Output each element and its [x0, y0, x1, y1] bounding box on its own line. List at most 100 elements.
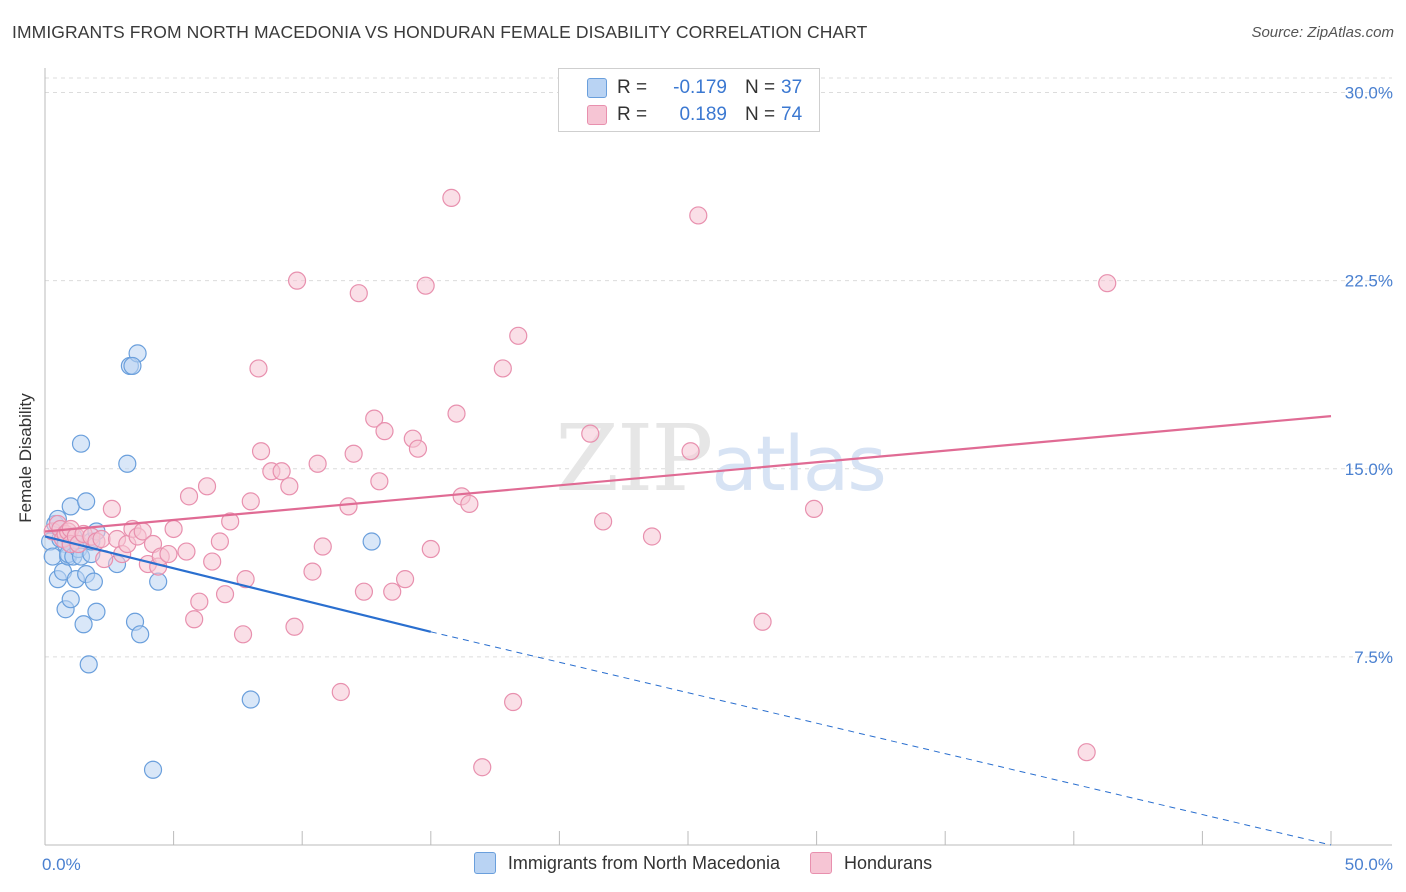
source-label: Source: ZipAtlas.com	[1251, 24, 1394, 41]
pink-point	[370, 472, 389, 491]
pink-point	[375, 422, 394, 441]
pink-point	[331, 682, 350, 702]
pink-point	[287, 271, 307, 290]
pink-point	[203, 552, 222, 571]
pink-point	[249, 359, 268, 378]
pink-point	[365, 409, 384, 428]
pink-trend-line	[44, 415, 1332, 533]
pink-point	[210, 532, 229, 551]
pink-point	[236, 570, 255, 589]
pink-point	[215, 585, 235, 604]
pink-point	[197, 477, 217, 496]
pink-point	[504, 692, 523, 712]
blue-point	[143, 760, 163, 779]
pink-point	[1098, 274, 1117, 293]
legend-swatch-blue	[587, 78, 607, 98]
tick-labels: 7.5% 15.0% 22.5% 30.0% 0.0% 50.0%	[42, 84, 1393, 874]
pink-point	[493, 359, 512, 378]
scatter-points	[41, 188, 1117, 779]
legend-n-label: N =	[745, 104, 776, 125]
pink-point	[185, 610, 204, 629]
series-legend-item-pink[interactable]: Hondurans	[810, 852, 932, 874]
pink-point	[509, 326, 528, 345]
pink-point	[681, 442, 700, 461]
y-tick-label: 15.0%	[1345, 460, 1393, 479]
legend-r-value: -0.179	[673, 77, 727, 98]
blue-point	[61, 497, 80, 516]
legend-r-label: R =	[617, 77, 648, 98]
stats-legend: R = -0.179 N = 37 R = 0.189 N = 74	[558, 68, 820, 132]
blue-point	[84, 572, 103, 591]
blue-point	[123, 356, 142, 376]
series-swatch-pink	[810, 852, 833, 874]
pink-point	[642, 527, 662, 546]
blue-point	[71, 434, 91, 453]
legend-row-blue: R = -0.179 N = 37	[587, 77, 802, 99]
pink-point	[447, 404, 466, 423]
pink-point	[339, 497, 358, 516]
pink-point	[190, 592, 209, 611]
blue-point	[61, 590, 80, 609]
pink-point	[272, 462, 291, 481]
pink-point	[395, 570, 415, 589]
pink-point	[233, 625, 253, 644]
blue-point	[74, 615, 93, 634]
pink-point	[408, 439, 428, 458]
legend-n-label: N =	[745, 77, 776, 98]
legend-n-value: 37	[781, 77, 803, 98]
blue-point	[43, 547, 62, 566]
legend-swatch-pink	[587, 105, 607, 125]
axes	[44, 68, 1392, 846]
blue-trend-line	[44, 535, 432, 633]
pink-point	[164, 519, 183, 539]
y-tick-label: 7.5%	[1354, 648, 1393, 667]
pink-point	[251, 442, 271, 461]
watermark: ZIPatlas	[555, 405, 885, 512]
series-legend-item-blue[interactable]: Immigrants from North Macedonia	[473, 852, 781, 874]
pink-point	[473, 758, 492, 777]
blue-point	[79, 655, 98, 674]
blue-point	[362, 532, 381, 551]
pink-point	[689, 206, 708, 225]
pink-point	[421, 539, 440, 559]
blue-point	[118, 454, 137, 473]
legend-n-value: 74	[781, 104, 803, 125]
legend-row-pink: R = 0.189 N = 74	[587, 104, 802, 126]
y-axis-label: Female Disability	[16, 393, 35, 523]
legend-r-value: 0.189	[679, 104, 727, 125]
trend-lines	[44, 415, 1332, 846]
x-tick-label: 0.0%	[42, 855, 81, 874]
legend-r-label: R =	[617, 104, 648, 125]
pink-point	[344, 444, 363, 463]
blue-point	[87, 602, 106, 621]
pink-point	[383, 582, 402, 601]
pink-point	[753, 612, 772, 631]
pink-point	[177, 542, 196, 561]
pink-point	[804, 499, 824, 519]
pink-point	[460, 494, 479, 513]
blue-point	[77, 492, 96, 511]
gridlines	[45, 77, 1392, 658]
y-tick-label: 22.5%	[1345, 272, 1393, 291]
series-name: Immigrants from North Macedonia	[507, 852, 781, 873]
pink-point	[159, 544, 178, 564]
blue-point	[131, 625, 150, 644]
chart-title: IMMIGRANTS FROM NORTH MACEDONIA VS HONDU…	[12, 22, 868, 42]
pink-point	[241, 492, 260, 511]
pink-point	[285, 617, 304, 636]
pink-point	[92, 529, 111, 549]
pink-point	[594, 512, 613, 531]
pink-point	[442, 188, 461, 207]
pink-point	[179, 487, 199, 506]
series-legend: Immigrants from North Macedonia Honduran…	[0, 852, 1406, 874]
blue-point	[241, 690, 260, 709]
pink-point	[354, 582, 374, 601]
y-tick-label: 30.0%	[1345, 84, 1393, 103]
pink-point	[416, 276, 435, 295]
pink-point	[303, 562, 322, 581]
pink-point	[308, 454, 327, 473]
pink-point	[349, 284, 368, 303]
pink-point	[221, 512, 240, 531]
pink-point	[1077, 743, 1096, 762]
